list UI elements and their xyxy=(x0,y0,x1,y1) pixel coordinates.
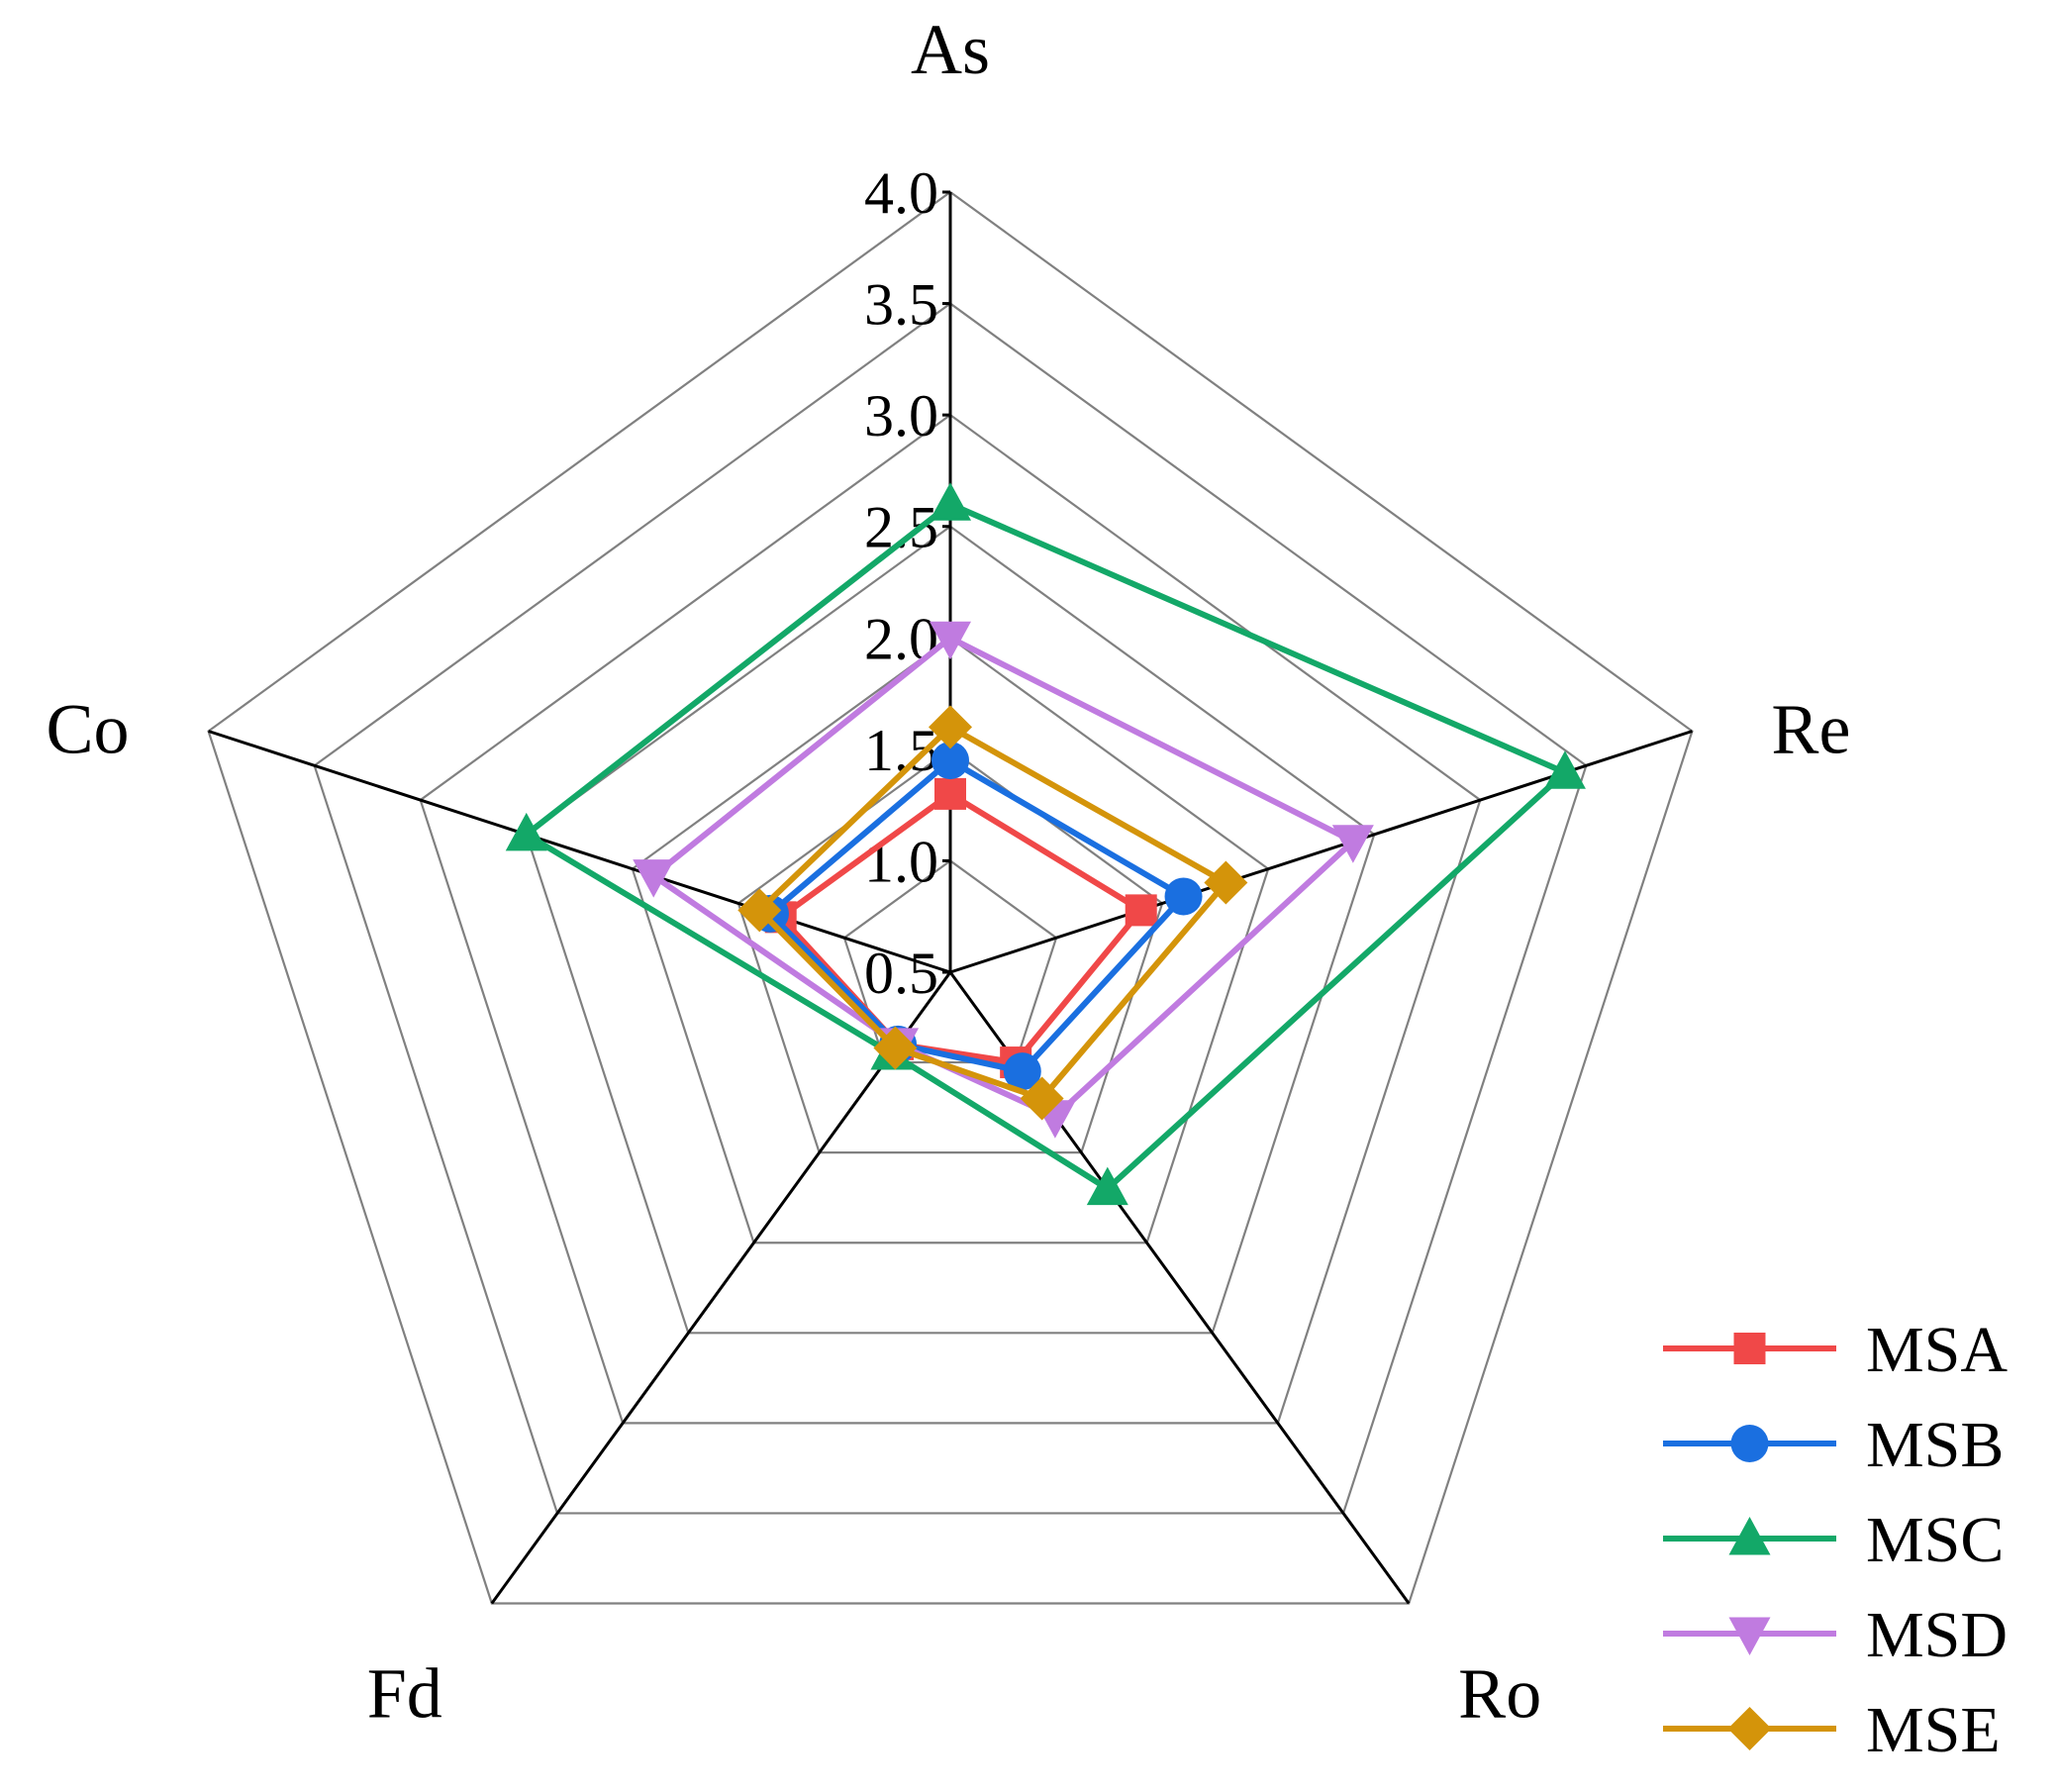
point-msa-re xyxy=(1125,894,1157,927)
point-mse-as xyxy=(929,705,972,749)
point-msb-as xyxy=(931,742,969,780)
legend-marker-msa xyxy=(1733,1333,1766,1364)
spoke-layer xyxy=(208,190,1693,1605)
tick-label-group: 0.51.01.52.02.53.03.54.0 xyxy=(864,160,938,1006)
tick-label: 2.0 xyxy=(864,606,938,671)
axis-label-group: As Re Ro Fd Co xyxy=(47,10,1851,1734)
legend-marker-msc xyxy=(1728,1517,1771,1555)
legend-label-msb: MSB xyxy=(1866,1409,2004,1481)
axis-label-re: Re xyxy=(1771,689,1850,768)
axis-label-ro: Ro xyxy=(1458,1654,1541,1734)
axis-label-fd: Fd xyxy=(367,1654,442,1734)
legend-item-msa: MSA xyxy=(1663,1314,2008,1386)
tick-label: 1.0 xyxy=(864,829,938,894)
axis-label-as: As xyxy=(911,10,990,89)
legend-item-mse: MSE xyxy=(1663,1694,2001,1766)
point-msb-re xyxy=(1164,877,1203,916)
series-group xyxy=(505,482,1586,1206)
tick-label: 3.0 xyxy=(864,383,938,448)
series-mse xyxy=(737,705,1248,1121)
legend-item-msd: MSD xyxy=(1663,1599,2008,1671)
point-mse-fd xyxy=(873,1026,918,1070)
point-msc-co xyxy=(505,812,547,851)
spoke-fd xyxy=(490,971,952,1605)
point-msa-as xyxy=(934,777,966,810)
spoke-re xyxy=(949,730,1693,974)
legend-label-msa: MSA xyxy=(1866,1314,2008,1386)
legend-label-msc: MSC xyxy=(1866,1504,2004,1576)
point-mse-ro xyxy=(1020,1076,1064,1121)
grid-ring-2-0 xyxy=(631,636,1270,1244)
grid-ring-3-5 xyxy=(313,302,1588,1515)
series-line-msc xyxy=(521,500,1571,1193)
tick-label: 4.0 xyxy=(864,160,938,226)
point-mse-co xyxy=(737,888,782,933)
spoke-co xyxy=(208,730,951,974)
grid-ring-1-0 xyxy=(842,859,1058,1064)
point-msd-as xyxy=(930,621,971,660)
point-msd-re xyxy=(1331,825,1374,863)
point-msb-ro xyxy=(1003,1052,1041,1091)
axis-label-co: Co xyxy=(47,689,130,768)
legend: MSA MSB MSC MSD MSE xyxy=(1663,1314,2008,1766)
tick-label: 2.5 xyxy=(864,495,938,560)
point-msc-re xyxy=(1543,750,1586,789)
tick-label: 3.5 xyxy=(864,272,938,338)
point-mse-re xyxy=(1204,860,1248,905)
point-msc-as xyxy=(930,482,971,521)
grid-ring-3-0 xyxy=(419,413,1482,1425)
legend-marker-mse xyxy=(1727,1707,1772,1750)
legend-marker-msb xyxy=(1730,1425,1769,1462)
legend-label-mse: MSE xyxy=(1866,1694,2001,1766)
series-line-msd xyxy=(648,634,1359,1121)
legend-item-msc: MSC xyxy=(1663,1504,2004,1576)
series-line-msa xyxy=(776,790,1146,1066)
grid-layer xyxy=(207,190,1694,1605)
tick-label: 0.5 xyxy=(864,941,938,1006)
legend-item-msb: MSB xyxy=(1663,1409,2004,1481)
grid-ring-1-5 xyxy=(736,747,1164,1154)
legend-label-msd: MSD xyxy=(1866,1599,2008,1671)
series-line-mse xyxy=(755,723,1231,1103)
point-msd-co xyxy=(633,859,675,898)
grid-ring-4-0 xyxy=(207,190,1694,1605)
series-line-msb xyxy=(765,756,1189,1075)
legend-marker-msd xyxy=(1728,1617,1771,1655)
point-msc-ro xyxy=(1086,1166,1128,1206)
